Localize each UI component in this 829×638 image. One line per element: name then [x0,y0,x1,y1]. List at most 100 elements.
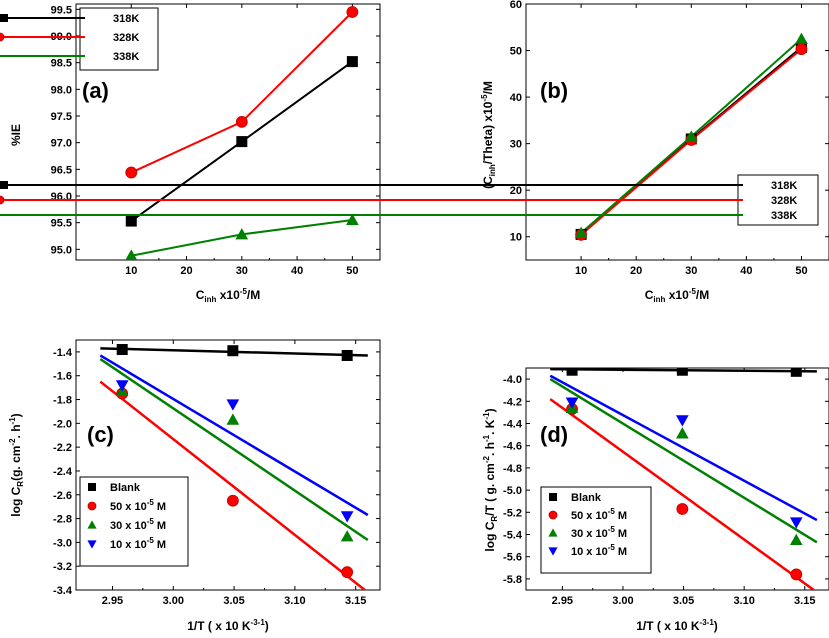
panel-d-xlabel: 1/T ( x 10 K-3-1) [636,618,718,633]
y-tick-label: 40 [510,92,522,104]
data-point-318k [236,136,248,148]
y-tick-label: -4.4 [503,419,523,431]
y-tick-label: -4.8 [503,463,522,475]
legend-marker-50-x-10 [548,510,558,520]
y-tick-label: -3.4 [53,585,73,597]
data-point-10-x-10 [789,517,803,529]
legend-marker-318k [0,181,8,189]
x-tick-label: 3.15 [794,595,815,607]
legend-marker-blank [549,493,557,501]
panel-c-xlabel: 1/T ( x 10 K-3-1) [187,618,269,633]
panel-b-label: (b) [540,78,568,103]
y-tick-label: -4.0 [503,374,522,386]
panel-b-xlabel: Cinh x10-5/M [645,287,710,304]
fit-line-10-x-10 [99,354,369,517]
legend-box [79,7,159,71]
y-tick-label: 96.5 [51,164,72,176]
data-point-50-x-10 [790,568,803,581]
fit-line-50-x-10 [549,398,816,590]
data-point-30-x-10 [676,427,689,439]
data-point-338k [235,228,249,240]
y-tick-label: 99.5 [51,4,72,16]
panel-a: 10 20 30 40 50 95.0 95.5 96.0 96.5 97.0 97.5 98.0 98… [0,3,381,304]
x-tick-label: 40 [740,265,752,277]
x-tick-label: 3.05 [673,595,694,607]
data-point-blank [116,344,128,356]
fit-line-30-x-10 [99,358,369,542]
y-tick-label: -2.0 [53,418,72,430]
legend-label-318k: 318K [113,13,139,25]
data-point-blank [341,349,353,361]
panel-b-ylabel: (Cinh/Theta) x10-5/M [480,81,497,189]
data-point-blank [676,368,688,376]
legend-box [540,486,652,574]
y-tick-label: -1.4 [53,347,73,359]
x-tick-label: 3.10 [733,595,754,607]
data-point-blank [566,368,578,376]
y-tick-label: 95.0 [51,244,72,256]
panel-d-data [549,368,818,590]
data-point-338k [346,213,359,225]
data-point-10-x-10 [565,397,579,409]
panel-d-label: (d) [540,422,568,447]
y-tick-label: 96.0 [51,191,72,203]
panel-d-legend: Blank 50 x 10-5 M 30 x 10-5 M 10 x 10-5 M [540,486,652,574]
data-point-328k [795,43,808,56]
y-tick-label: -5.4 [503,530,523,542]
y-tick-label: -1.6 [53,371,72,383]
panel-c-label: (c) [87,422,114,447]
series-line-328k [130,11,354,174]
panel-b-frame [525,3,829,261]
legend-label-blank: Blank [571,492,602,504]
y-tick-label: 98.0 [51,84,72,96]
legend-marker-10-x-10 [548,547,558,556]
y-tick-label: 10 [510,232,522,244]
panel-c-frame [75,339,381,591]
x-tick-label: 50 [795,265,807,277]
x-tick-label: 3.05 [223,595,244,607]
legend-marker-328k [0,195,5,205]
y-tick-label: 98.5 [51,58,72,70]
fit-line-30-x-10 [549,378,818,544]
x-tick-label: 3.15 [345,595,366,607]
data-point-10-x-10 [340,511,354,523]
panel-d-ylabel: log CR/T ( g. cm-2. h-1. K-1) [482,408,499,551]
legend-label-318k: 318K [771,180,797,192]
panel-c-data [99,344,369,590]
legend-box [79,476,189,567]
legend-label-10-x-10: 10 x 10-5 M [571,543,627,558]
y-tick-label: -4.2 [503,396,522,408]
data-point-338k [125,249,138,260]
legend-label-338k: 338K [771,210,797,222]
panel-a-data [125,6,359,260]
y-tick-label: -1.8 [53,395,72,407]
legend-label-30-x-10: 30 x 10-5 M [110,517,166,532]
data-point-50-x-10 [226,494,239,507]
data-point-318k [125,215,137,227]
data-point-328k [346,6,359,18]
data-point-328k [125,166,138,179]
x-tick-label: 10 [125,265,137,277]
legend-label-blank: Blank [110,482,141,494]
data-point-blank [790,368,802,377]
data-point-338k [684,130,698,142]
x-tick-label: 30 [685,265,697,277]
data-point-30-x-10 [789,533,803,545]
panel-a-frame [75,3,381,261]
legend-marker-328k [0,32,5,42]
x-tick-label: 3.00 [163,595,184,607]
y-tick-label: 50 [510,46,522,58]
data-point-328k [235,115,248,128]
y-tick-label: 60 [510,0,522,11]
y-tick-label: -5.6 [503,552,522,564]
panel-c-ylabel: log CR(g. cm-2. h-1) [8,413,25,516]
panel-a-legend: 318K 328K 338K [0,7,159,71]
y-tick-label: -3.0 [53,537,72,549]
data-point-338k [574,226,588,238]
y-tick-label: -5.2 [503,507,522,519]
data-point-30-x-10 [226,413,240,425]
panel-b-legend: 318K 328K 338K [0,174,819,226]
y-tick-label: 30 [510,139,522,151]
legend-label-328k: 328K [771,195,797,207]
